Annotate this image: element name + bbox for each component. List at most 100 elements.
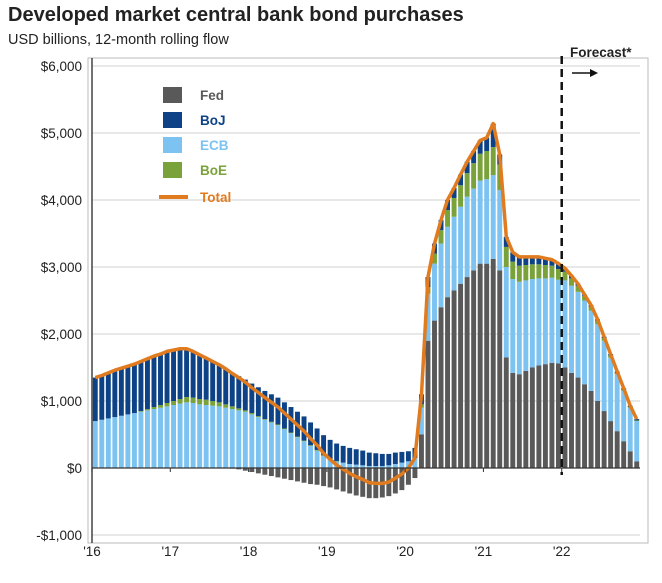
bar-ecb	[347, 463, 353, 468]
bar-boe	[301, 440, 307, 442]
bar-fed	[477, 263, 483, 468]
bar-ecb	[216, 406, 222, 468]
bar-boe	[569, 278, 574, 286]
bar-boj	[268, 394, 274, 422]
bar-ecb	[477, 180, 483, 264]
bar-boj	[171, 350, 177, 401]
bar-boj	[197, 354, 203, 399]
bar-fed	[490, 258, 496, 468]
bar-boj	[536, 256, 542, 265]
bar-boj	[164, 351, 170, 404]
bar-fed	[314, 468, 320, 485]
x-tick-label: '20	[396, 544, 414, 559]
bar-boe	[216, 402, 222, 407]
legend-swatch-boe	[163, 162, 182, 178]
bar-fed	[295, 468, 300, 482]
bar-boj	[118, 368, 124, 416]
bar-boe	[197, 398, 203, 405]
bar-fed	[510, 372, 516, 468]
bar-ecb	[510, 279, 516, 373]
bar-ecb	[112, 417, 118, 468]
bar-fed	[275, 468, 281, 478]
bar-boj	[229, 372, 235, 407]
bar-boe	[190, 397, 196, 404]
bar-ecb	[360, 465, 366, 468]
bar-boj	[373, 453, 379, 466]
bar-boe	[268, 421, 274, 423]
bar-ecb	[516, 281, 522, 375]
bar-ecb	[445, 226, 451, 298]
bar-fed	[308, 468, 314, 485]
bar-boj	[503, 236, 509, 247]
bar-ecb	[582, 300, 588, 385]
bar-boe	[184, 396, 190, 403]
bar-ecb	[262, 419, 268, 468]
bar-ecb	[405, 461, 411, 468]
bar-fed	[601, 411, 607, 468]
bar-ecb	[484, 179, 490, 264]
bar-boe	[471, 163, 477, 189]
bar-boe	[295, 436, 300, 438]
legend-swatch-fed	[163, 87, 182, 103]
bar-ecb	[529, 279, 535, 368]
bar-ecb	[236, 410, 242, 468]
total-line	[94, 121, 639, 486]
bar-boj	[529, 256, 535, 265]
plot-frame	[87, 57, 649, 544]
bar-fed	[549, 362, 555, 468]
bar-ecb	[353, 464, 359, 468]
bar-ecb	[158, 407, 163, 468]
bar-boj	[327, 439, 333, 459]
bar-boe	[203, 399, 209, 406]
bar-ecb	[223, 407, 229, 468]
bar-ecb	[171, 405, 177, 468]
bar-fed	[634, 461, 640, 468]
bar-boe	[281, 428, 287, 430]
bar-boe	[249, 413, 255, 415]
bar-fed	[536, 365, 542, 468]
bar-boj	[477, 140, 483, 154]
bar-boj	[523, 256, 529, 265]
bar-ecb	[295, 437, 300, 468]
y-tick-label: -$1,000	[36, 528, 82, 543]
bar-boj	[138, 361, 144, 412]
bar-boj	[490, 123, 496, 148]
bar-ecb	[99, 419, 105, 468]
bar-fed	[399, 468, 405, 491]
legend-label-boj: BoJ	[200, 113, 226, 128]
bar-fed	[262, 468, 268, 475]
bar-fed	[301, 468, 307, 483]
bar-fed	[405, 468, 411, 485]
bar-ecb	[366, 465, 372, 468]
bar-ecb	[451, 216, 457, 291]
forecast-label: Forecast*	[570, 45, 632, 60]
bar-fed	[334, 468, 340, 490]
bar-ecb	[301, 441, 307, 468]
bar-boj	[203, 358, 209, 400]
y-tick-label: $1,000	[41, 394, 82, 409]
bar-boj	[275, 397, 281, 425]
bar-fed	[627, 451, 633, 468]
bar-ecb	[105, 418, 111, 468]
bar-boj	[634, 419, 640, 421]
bar-boj	[555, 263, 561, 270]
bar-fed	[588, 390, 594, 468]
forecast-arrowhead-icon	[590, 69, 598, 77]
bar-boj	[321, 435, 327, 456]
bar-boe	[432, 253, 437, 264]
x-tick-label: '21	[475, 544, 493, 559]
bar-fed	[288, 468, 294, 481]
bar-ecb	[425, 293, 431, 341]
bar-ecb	[314, 450, 320, 468]
bar-ecb	[281, 429, 287, 468]
bar-boe	[308, 445, 314, 446]
bar-boj	[262, 390, 268, 420]
bar-fed	[451, 290, 457, 468]
bar-boe	[516, 265, 522, 282]
bar-boj	[144, 358, 150, 410]
bar-boj	[158, 354, 163, 406]
bar-boe	[210, 401, 216, 406]
bar-boe	[542, 264, 548, 279]
bar-ecb	[379, 465, 385, 468]
